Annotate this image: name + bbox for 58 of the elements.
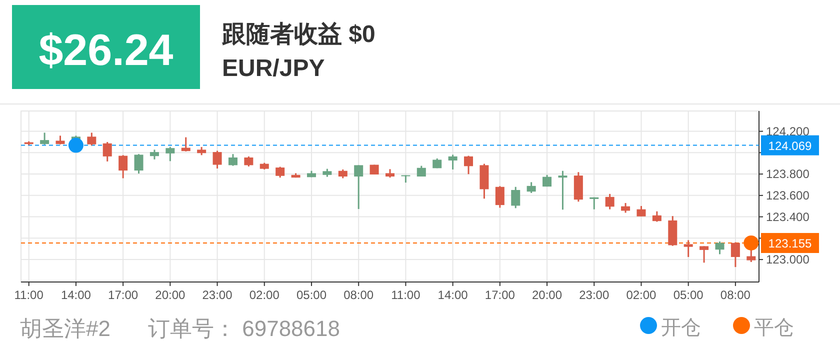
candlestick	[212, 150, 222, 170]
x-tick-label: 02:00	[249, 288, 280, 302]
candlestick	[150, 148, 159, 160]
candlestick	[448, 154, 458, 170]
x-tick-label: 23:00	[202, 288, 233, 302]
x-tick-label: 14:00	[60, 288, 92, 302]
candlestick	[181, 136, 190, 152]
candlestick	[87, 132, 96, 146]
ref-line-label: 123.155	[768, 236, 812, 250]
candlestick	[134, 153, 144, 174]
candlestick	[354, 164, 364, 210]
candlestick	[636, 205, 646, 218]
candlestick	[511, 186, 520, 209]
candlestick	[464, 155, 474, 175]
chart-subtitle: 跟随者收益 $0	[221, 21, 376, 48]
y-tick-label: 123.800	[766, 167, 810, 182]
chart-title: EUR/JPY	[222, 55, 325, 82]
candlestick	[700, 245, 709, 264]
candlestick	[244, 156, 254, 168]
x-tick-label: 17:00	[484, 288, 516, 302]
candlestick	[276, 166, 285, 178]
x-tick-label: 23:00	[579, 288, 610, 302]
y-tick-label: 123.000	[766, 252, 810, 267]
candlestick	[40, 132, 50, 146]
candlestick	[166, 146, 175, 162]
candlestick	[605, 193, 614, 210]
x-tick-label: 20:00	[155, 288, 186, 302]
candlestick	[118, 154, 128, 179]
x-tick-label: 11:00	[391, 288, 421, 302]
candlestick	[102, 141, 112, 162]
x-tick-label: 20:00	[532, 288, 562, 302]
x-tick-label: 14:00	[438, 288, 468, 302]
ref-line-label: 124.069	[768, 138, 812, 153]
text: 胡圣洋#2	[20, 316, 110, 341]
x-tick-label: 17:00	[108, 288, 138, 302]
candlestick	[715, 240, 724, 255]
candlestick	[558, 170, 568, 210]
x-tick-label: 02:00	[626, 288, 657, 302]
text: $26.24	[38, 26, 174, 75]
legend-label: 平仓	[754, 317, 794, 339]
candlestick	[621, 202, 630, 214]
candlestick	[746, 248, 756, 263]
x-tick-label: 08:00	[344, 288, 374, 302]
x-tick-label: 05:00	[296, 288, 327, 302]
x-tick-label: 08:00	[720, 288, 751, 302]
candlestick	[495, 185, 504, 208]
x-tick-label: 05:00	[673, 288, 704, 302]
x-tick-label: 11:00	[14, 288, 44, 302]
candlestick	[730, 241, 740, 268]
y-tick-label: 124.200	[766, 124, 810, 138]
text: 订单号： 69788618	[148, 316, 340, 341]
candlestick	[684, 239, 693, 258]
candlestick	[228, 153, 238, 167]
candlestick	[652, 210, 662, 222]
y-tick-label: 123.400	[766, 210, 810, 224]
candlestick	[526, 181, 536, 194]
legend-label: 开仓	[661, 317, 701, 339]
y-tick-label: 123.600	[766, 188, 810, 202]
